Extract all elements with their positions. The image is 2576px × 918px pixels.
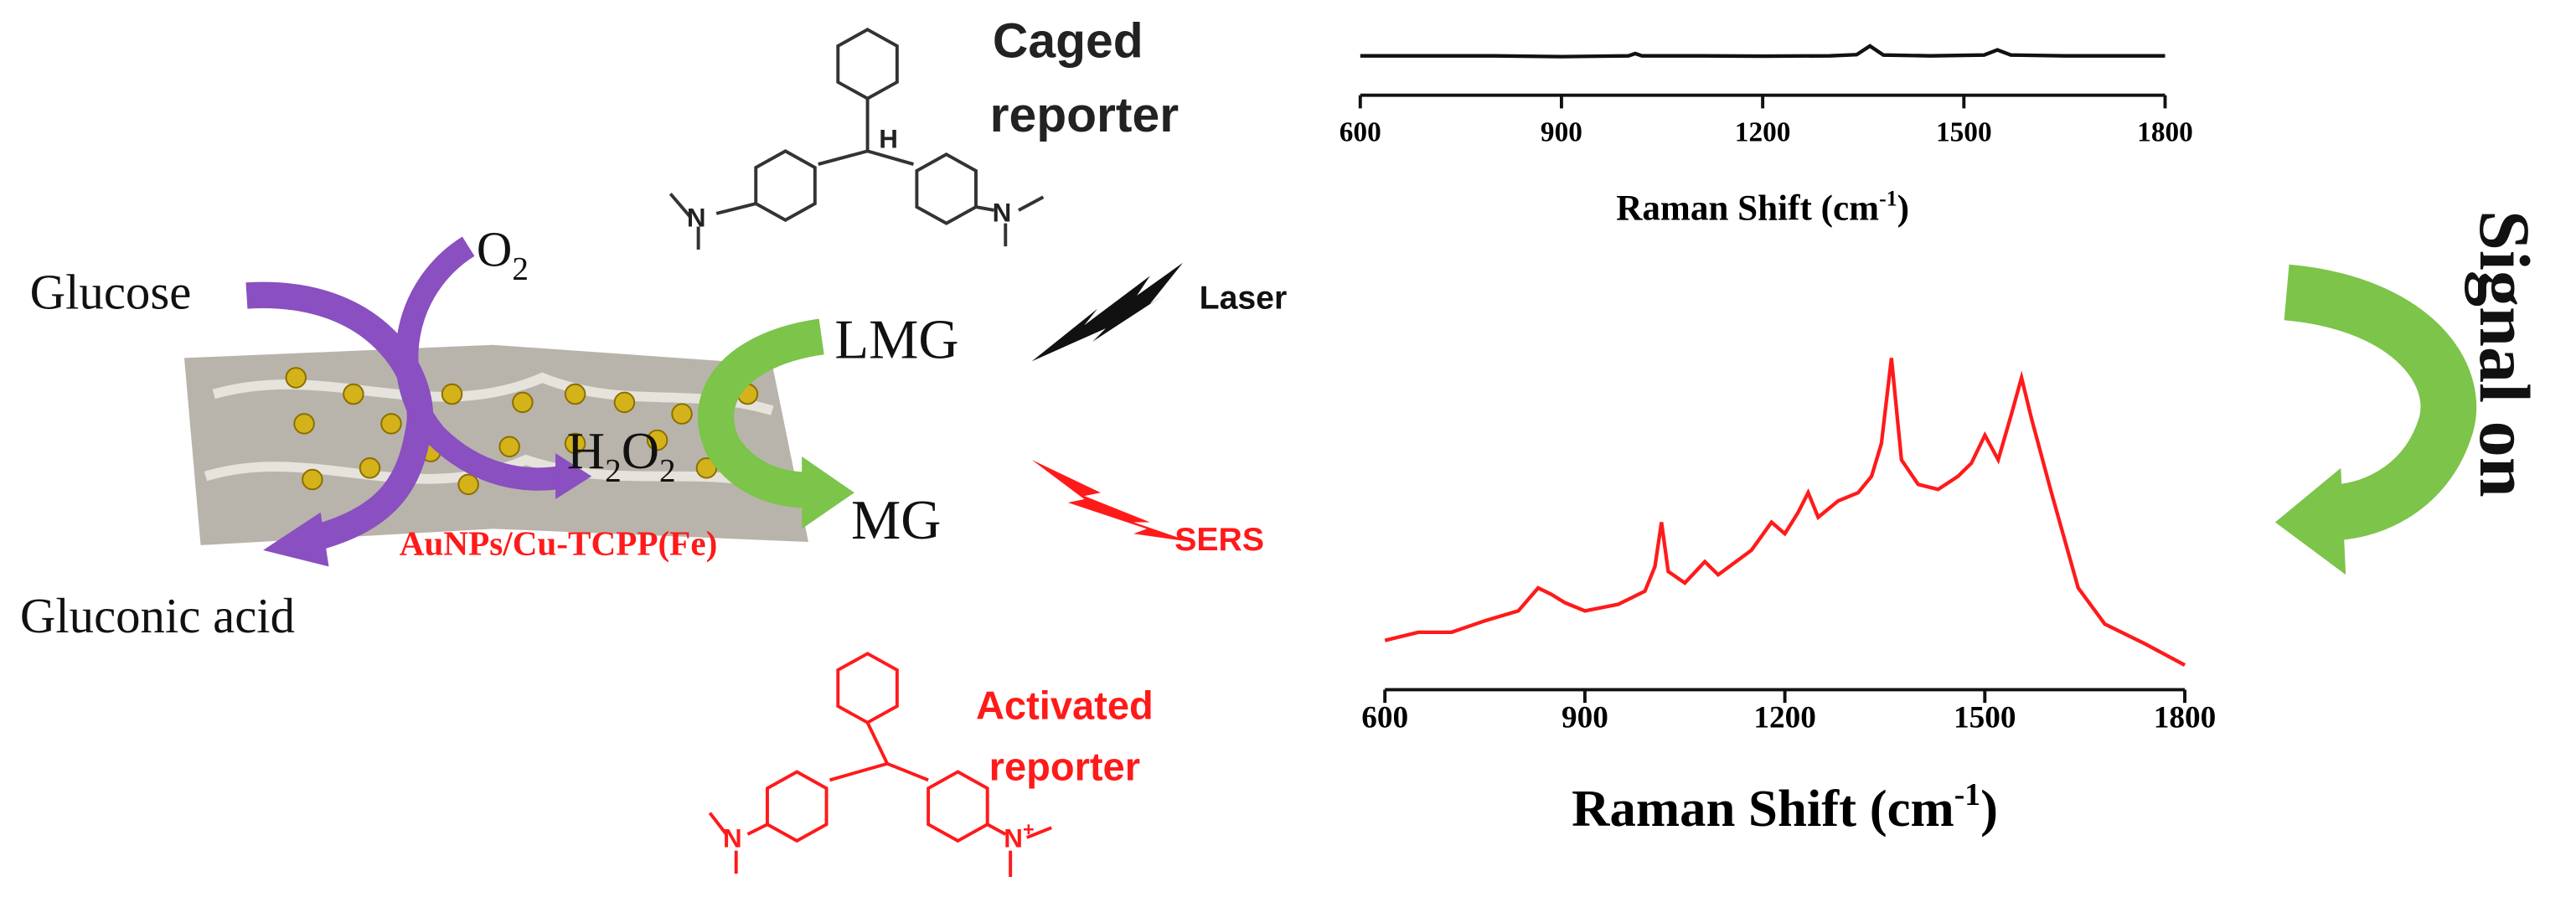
atom-label: N+ (1004, 818, 1034, 854)
x-tick-label: 1200 (1735, 117, 1791, 148)
x-axis-label: Raman Shift (cm-1) (1572, 777, 1998, 838)
x-tick-label: 600 (1340, 117, 1381, 148)
arrowhead (2274, 467, 2346, 575)
h2o2-part: 2 (605, 452, 622, 488)
activated-label: reporter (989, 744, 1140, 788)
spectrum-chart: 600 900 1200 1500 1800 Raman Shift (cm-1) (1361, 358, 2216, 838)
x-tick-label: 1500 (1954, 701, 2016, 735)
atom-label: N (993, 199, 1012, 228)
o2-label: O2 (477, 223, 529, 287)
spectrum-line (1384, 358, 2186, 667)
arrowhead (555, 453, 592, 500)
x-axis-label-text: Raman Shift (cm (1616, 189, 1879, 229)
gluconic-label: Gluconic acid (20, 589, 295, 643)
sers-label: SERS (1174, 522, 1264, 558)
h2o2-label: H2O2 (567, 421, 676, 489)
signal-arrow (2284, 264, 2477, 541)
atom-label: N (723, 824, 742, 854)
spectrum-chart: 600 900 1200 1500 1800 Raman Shift (cm-1) (1340, 44, 2193, 229)
gold-nanoparticles (285, 367, 759, 496)
activated-molecule (708, 652, 1052, 877)
x-tick-label: 1200 (1753, 701, 1816, 735)
x-tick-label: 1800 (2137, 117, 2193, 148)
h2o2-part: O (622, 421, 659, 480)
signal-label: Signal on (2465, 210, 2545, 498)
laser-bolt (1031, 262, 1184, 362)
mg-label: MG (851, 490, 941, 551)
h2o2-part: H (567, 421, 605, 480)
material-label: AuNPs/Cu-TCPP(Fe) (400, 524, 718, 564)
atom-label: N (1004, 824, 1023, 854)
x-tick-label: 1800 (2154, 701, 2217, 735)
atom-label: N (687, 204, 706, 233)
x-axis-label-end: ) (1897, 189, 1909, 229)
oxygen-arrow (395, 236, 570, 491)
x-axis-label-end: ) (1980, 779, 1998, 838)
caged-label: Caged (993, 14, 1143, 69)
x-axis-label: Raman Shift (cm-1) (1616, 186, 1909, 228)
x-tick-label: 600 (1361, 701, 1408, 735)
x-axis-label-sup: -1 (1954, 777, 1980, 812)
o2-sub: 2 (512, 250, 529, 286)
caged-molecule (669, 28, 1045, 250)
charge: + (1023, 818, 1035, 840)
activated-label: Activated (976, 683, 1154, 728)
arrowhead (802, 456, 854, 529)
lmg-label: LMG (834, 309, 958, 370)
h2o2-part: 2 (659, 452, 676, 488)
x-tick-label: 900 (1562, 701, 1608, 735)
x-axis-label-text: Raman Shift (cm (1572, 779, 1954, 838)
atom-label: H (879, 124, 898, 153)
x-axis-label-sup: -1 (1879, 186, 1897, 210)
caged-label: reporter (990, 88, 1179, 142)
sers-bolt (1031, 459, 1191, 543)
o2-text: O (477, 223, 512, 277)
laser-label: Laser (1200, 281, 1288, 317)
spectrum-line (1360, 44, 2166, 59)
glucose-label: Glucose (30, 266, 192, 320)
x-tick-label: 1500 (1936, 117, 1992, 148)
x-tick-label: 900 (1541, 117, 1582, 148)
lmg-arrow (698, 318, 825, 508)
arrowhead (263, 512, 329, 567)
